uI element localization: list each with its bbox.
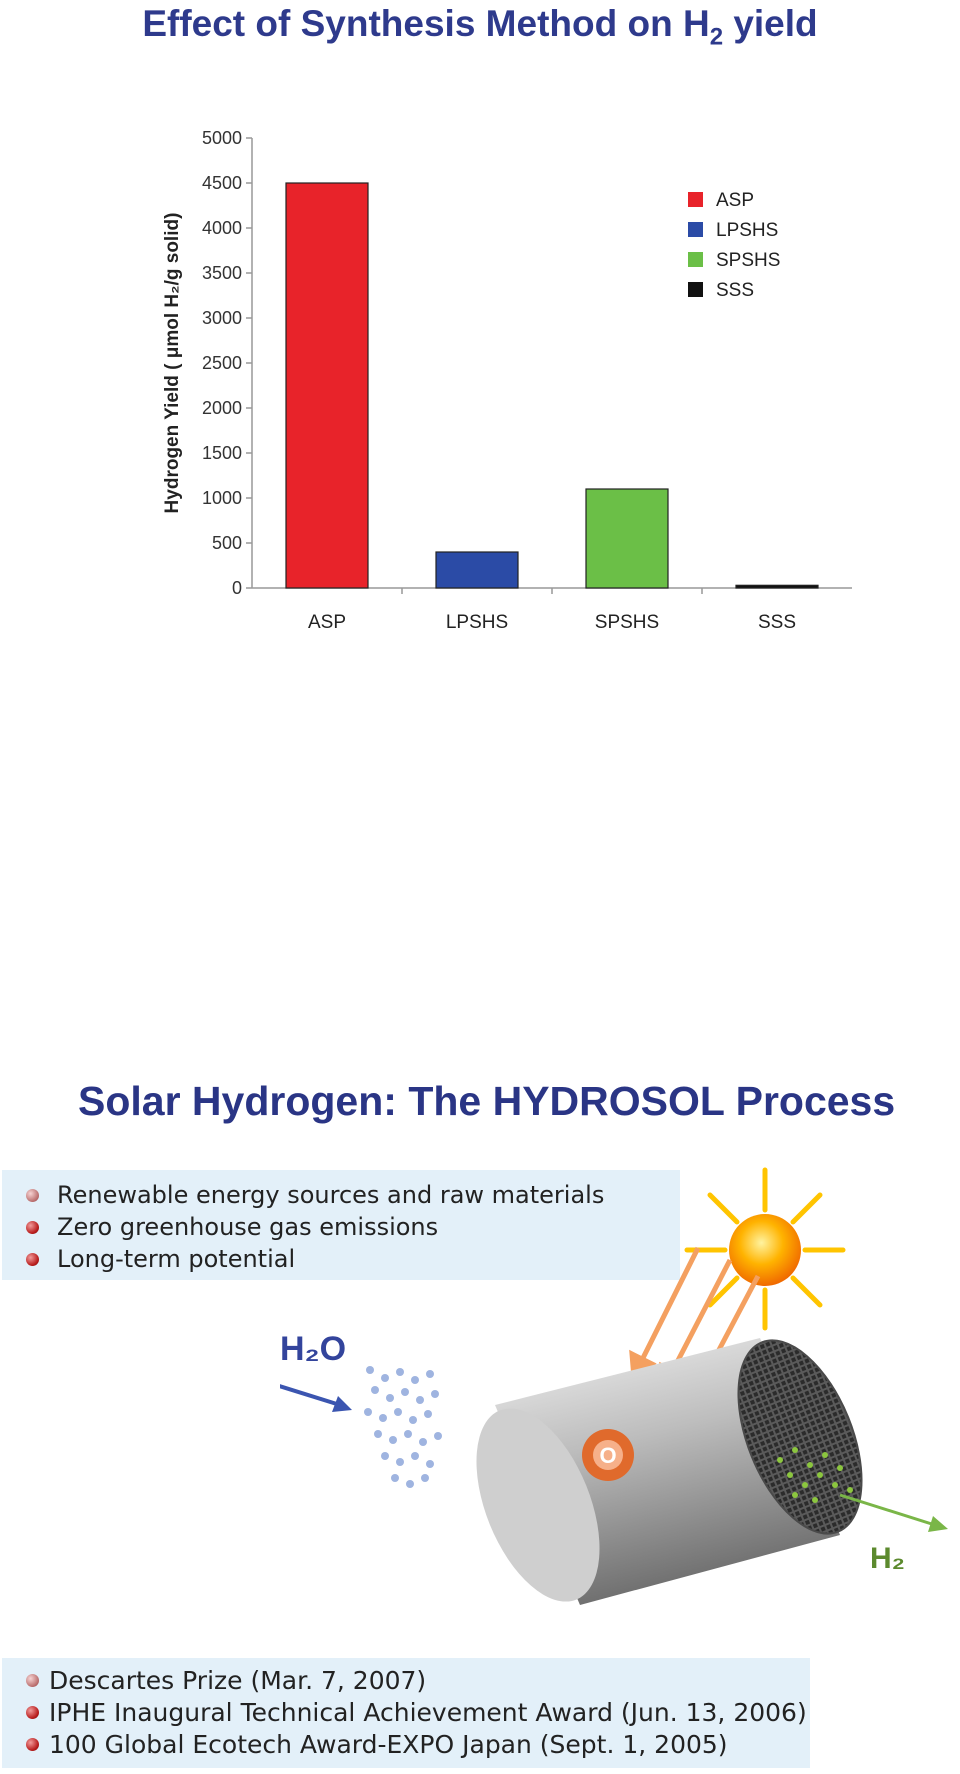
x-tick-label: ASP	[308, 612, 346, 633]
x-tick-label: SPSHS	[595, 612, 659, 633]
advantage-text: Long-term potential	[57, 1245, 296, 1273]
advantage-text: Renewable energy sources and raw materia…	[57, 1181, 605, 1209]
hydrosol-reactor-diagram: O H₂O H₂	[280, 1167, 948, 1605]
legend-label: LPSHS	[716, 220, 778, 241]
title-subscript: 2	[709, 23, 724, 51]
reactor-cylinder	[476, 1338, 863, 1605]
advantage-text: Zero greenhouse gas emissions	[57, 1213, 439, 1241]
title-tail-text: yield	[723, 3, 818, 44]
legend-swatch	[688, 192, 703, 207]
award-item: IPHE Inaugural Technical Achievement Awa…	[26, 1696, 810, 1728]
bullet-icon	[26, 1252, 39, 1266]
legend-swatch	[688, 222, 703, 237]
bullet-icon	[26, 1188, 39, 1202]
y-tick-label: 500	[212, 533, 242, 553]
y-tick-label: 0	[232, 578, 242, 598]
y-tick-label: 4500	[202, 173, 242, 193]
bullet-icon	[26, 1705, 39, 1719]
bullet-icon	[26, 1737, 39, 1751]
legend-label: SPSHS	[716, 250, 780, 271]
x-tick-label: LPSHS	[446, 612, 508, 633]
legend-swatch	[688, 252, 703, 267]
advantage-item: Renewable energy sources and raw materia…	[26, 1179, 680, 1211]
legend-swatch	[688, 282, 703, 297]
awards-box: Descartes Prize (Mar. 7, 2007) IPHE Inau…	[2, 1658, 810, 1768]
bullet-icon	[26, 1220, 39, 1234]
water-input: H₂O	[280, 1330, 442, 1488]
bar-lpshs	[435, 551, 519, 589]
y-tick-label: 3000	[202, 308, 242, 328]
y-tick-label: 2500	[202, 353, 242, 373]
sun-icon	[684, 1167, 846, 1331]
award-text: Descartes Prize (Mar. 7, 2007)	[49, 1665, 427, 1695]
y-tick-label: 1000	[202, 488, 242, 508]
water-droplets	[364, 1366, 442, 1488]
hydrogen-output: H₂	[777, 1447, 948, 1575]
bar-spshs	[585, 488, 669, 589]
oxygen-icon: O	[582, 1429, 634, 1481]
y-tick-label: 5000	[202, 128, 242, 148]
bar-sss	[735, 584, 819, 589]
y-tick-label: 4000	[202, 218, 242, 238]
x-tick-label: SSS	[758, 612, 796, 633]
y-axis-label: Hydrogen Yield ( μmol H₂/g solid)	[162, 213, 183, 514]
y-tick-label: 1500	[202, 443, 242, 463]
water-label: H₂O	[280, 1330, 346, 1368]
chart-page-title: Effect of Synthesis Method on H2 yield	[0, 0, 960, 61]
advantages-box: Renewable energy sources and raw materia…	[2, 1170, 680, 1280]
bar-asp	[285, 182, 369, 589]
award-item: 100 Global Ecotech Award-EXPO Japan (Sep…	[26, 1728, 810, 1760]
hydrosol-title: Solar Hydrogen: The HYDROSOL Process	[78, 1078, 896, 1124]
award-text: 100 Global Ecotech Award-EXPO Japan (Sep…	[49, 1729, 728, 1759]
hydrogen-label: H₂	[870, 1542, 905, 1575]
bullet-icon	[26, 1673, 39, 1687]
oxygen-label: O	[599, 1443, 616, 1468]
legend-label: ASP	[716, 190, 754, 211]
advantage-item: Long-term potential	[26, 1243, 680, 1275]
hydrogen-yield-bar-chart: 0 500 1000 1500 2000 2500 3000 3500 4000 4500 5000…	[162, 128, 852, 633]
advantage-item: Zero greenhouse gas emissions	[26, 1211, 680, 1243]
legend-label: SSS	[716, 280, 754, 301]
title-main-text: Effect of Synthesis Method on H	[142, 3, 710, 44]
award-text: IPHE Inaugural Technical Achievement Awa…	[49, 1697, 807, 1727]
award-item: Descartes Prize (Mar. 7, 2007)	[26, 1664, 810, 1696]
y-tick-label: 2000	[202, 398, 242, 418]
y-tick-label: 3500	[202, 263, 242, 283]
